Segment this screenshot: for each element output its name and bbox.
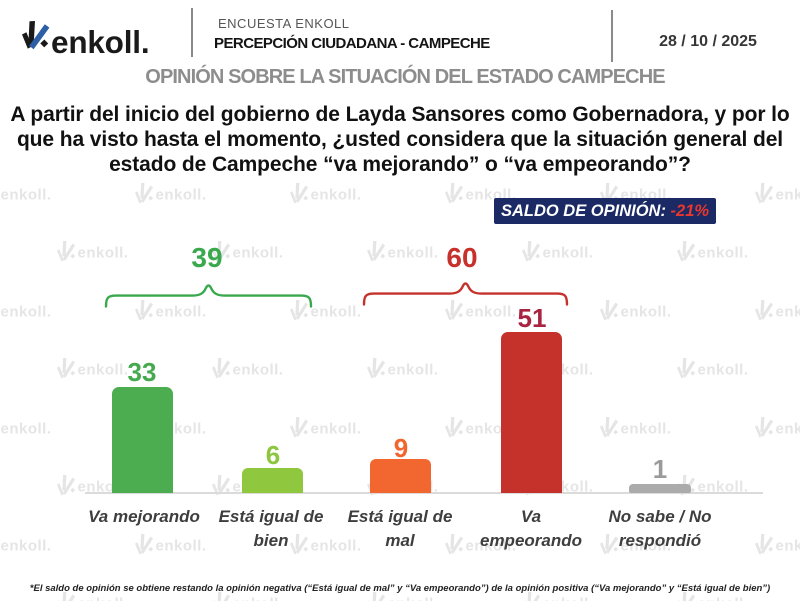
svg-text:enkoll.: enkoll. xyxy=(51,24,149,60)
